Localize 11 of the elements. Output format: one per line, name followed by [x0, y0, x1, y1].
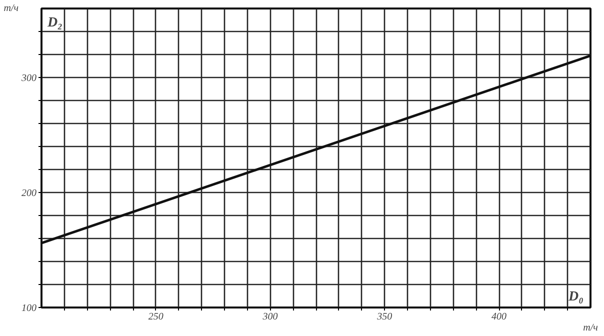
x-tick-label: 300 [262, 312, 278, 322]
x-tick-label: 400 [492, 312, 506, 322]
y-axis-title: D₂ [46, 16, 63, 30]
text: т/ч [583, 322, 598, 334]
y-tick-label: 200 [22, 188, 36, 199]
y-tick-label: 100 [22, 303, 36, 314]
y-tick-label: 300 [20, 73, 36, 84]
x-axis-title: D₀ [568, 290, 584, 304]
text: т/ч [4, 3, 19, 14]
x-tick-label: 250 [148, 312, 164, 322]
x-tick-label: 350 [376, 312, 392, 322]
